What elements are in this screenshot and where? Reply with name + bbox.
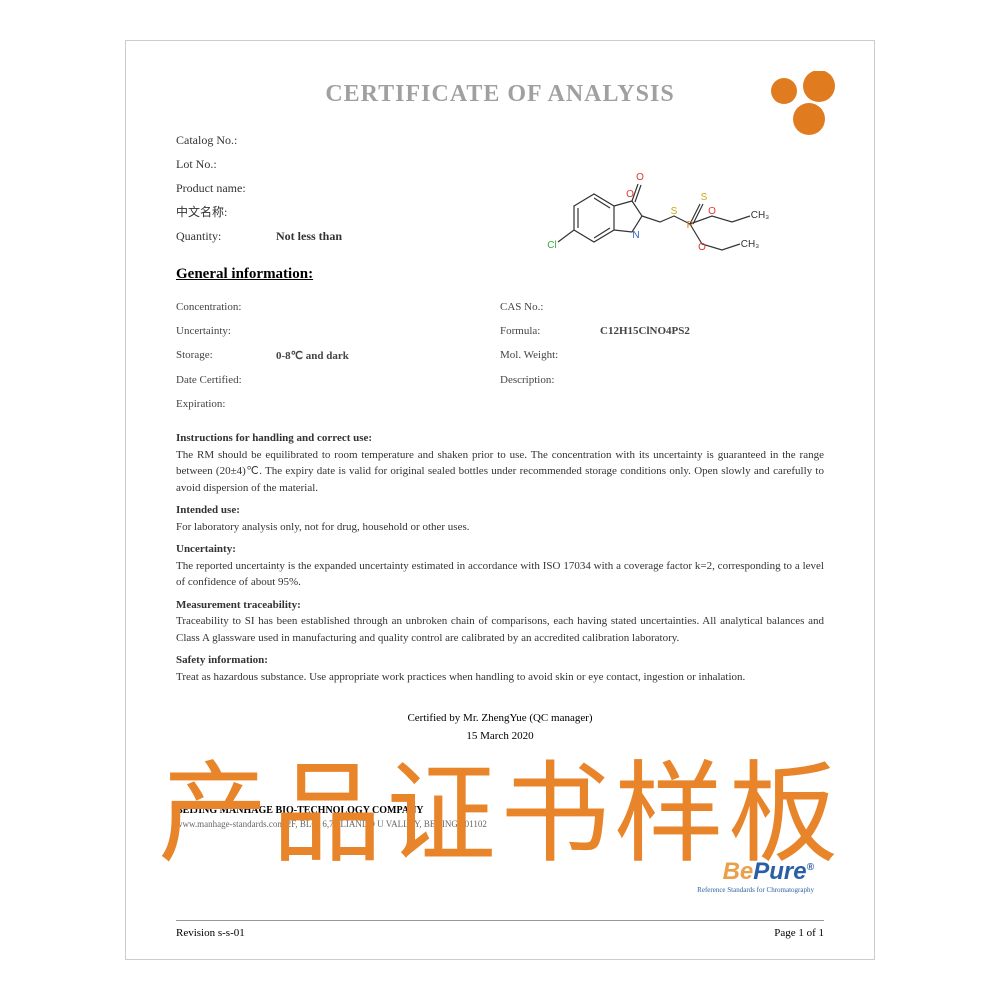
molecule-structure-icon: O O N S S P O O CH₃ CH₃ Cl xyxy=(534,146,794,286)
bepure-pure: Pure xyxy=(753,858,806,885)
revision: Revision s-s-01 xyxy=(176,927,245,939)
trace-text: Traceability to SI has been established … xyxy=(176,615,824,644)
footer-address: www.manhage-standards.com 2F, BLG. 6,75 … xyxy=(176,819,824,829)
quantity-value: Not less than xyxy=(276,224,342,248)
atom-CH3a: CH₃ xyxy=(751,210,770,221)
concentration-label: Concentration: xyxy=(176,301,276,313)
storage-value: 0-8℃ and dark xyxy=(276,349,349,362)
cas-label: CAS No.: xyxy=(500,301,600,313)
intended-text: For laboratory analysis only, not for dr… xyxy=(176,521,470,533)
uncert-text: The reported uncertainty is the expanded… xyxy=(176,560,824,589)
safety-heading: Safety information: xyxy=(176,652,824,669)
formula-label: Formula: xyxy=(500,325,600,337)
footer-company: BEIJING MANHAGE BIO-TECHNOLOGY COMPANY xyxy=(176,805,824,816)
bepure-reg: ® xyxy=(807,862,814,873)
uncert-heading: Uncertainty: xyxy=(176,541,824,558)
formula-value: C12H15ClNO4PS2 xyxy=(600,325,690,337)
expiration-label: Expiration: xyxy=(176,398,276,410)
atom-S1: S xyxy=(671,206,678,217)
bepure-logo: BePure® Reference Standards for Chromato… xyxy=(697,858,814,894)
date-certified-label: Date Certified: xyxy=(176,374,276,386)
page-number: Page 1 of 1 xyxy=(774,927,824,939)
certified-by: Certified by Mr. ZhengYue (QC manager) xyxy=(176,710,824,728)
footer-bar: Revision s-s-01 Page 1 of 1 xyxy=(176,920,824,939)
bepure-be: Be xyxy=(723,858,754,885)
safety-text: Treat as hazardous substance. Use approp… xyxy=(176,671,745,683)
info-grid: Concentration: CAS No.: Uncertainty: For… xyxy=(176,301,824,410)
document-title: CERTIFICATE OF ANALYSIS xyxy=(176,81,824,108)
atom-S2: S xyxy=(701,192,708,203)
atom-Cl: Cl xyxy=(547,240,556,251)
atom-O-carbonyl: O xyxy=(636,172,644,183)
instructions-heading: Instructions for handling and correct us… xyxy=(176,430,824,447)
mol-weight-label: Mol. Weight: xyxy=(500,349,600,362)
catalog-no-label: Catalog No.: xyxy=(176,128,276,152)
atom-O-p2: O xyxy=(698,242,706,253)
instructions-text: The RM should be equilibrated to room te… xyxy=(176,449,824,494)
atom-N: N xyxy=(632,230,639,241)
atom-CH3b: CH₃ xyxy=(741,239,760,250)
bepure-tagline: Reference Standards for Chromatography xyxy=(697,886,814,894)
lot-no-label: Lot No.: xyxy=(176,152,276,176)
intended-heading: Intended use: xyxy=(176,502,824,519)
certified-date: 15 March 2020 xyxy=(176,728,824,746)
atom-P: P xyxy=(687,220,694,231)
cn-name-label: 中文名称: xyxy=(176,200,276,224)
product-name-label: Product name: xyxy=(176,176,276,200)
description-label: Description: xyxy=(500,374,600,386)
body-text: Instructions for handling and correct us… xyxy=(176,430,824,685)
uncertainty-label: Uncertainty: xyxy=(176,325,276,337)
storage-label: Storage: xyxy=(176,349,276,362)
quantity-label: Quantity: xyxy=(176,224,276,248)
trace-heading: Measurement traceability: xyxy=(176,597,824,614)
atom-O-ring: O xyxy=(626,189,634,200)
certificate-page: CERTIFICATE OF ANALYSIS Catalog No.: Lot… xyxy=(125,40,875,960)
certified-block: Certified by Mr. ZhengYue (QC manager) 1… xyxy=(176,710,824,745)
atom-O-p1: O xyxy=(708,206,716,217)
logo-dots-icon xyxy=(754,71,844,141)
